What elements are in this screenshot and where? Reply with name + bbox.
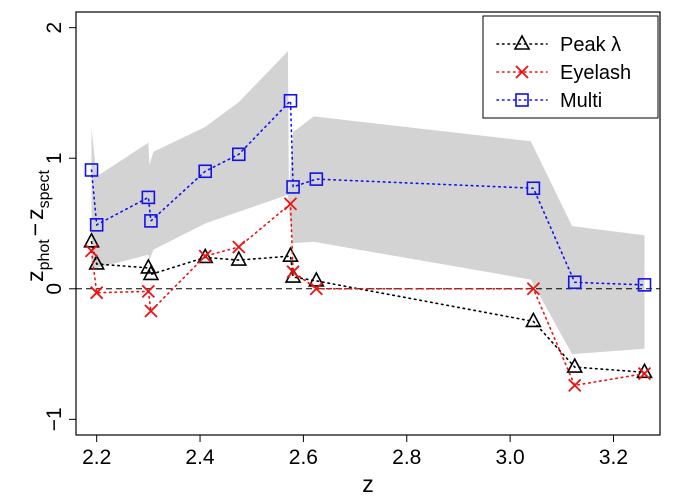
point-triangle xyxy=(230,250,248,266)
series-line-triangle xyxy=(90,241,646,374)
plot-frame xyxy=(75,11,661,436)
y-axis-title-minus: − xyxy=(22,223,48,236)
y-axis-title-sub2: spect xyxy=(36,170,53,209)
point-triangle xyxy=(307,271,325,287)
legend-marker-triangle xyxy=(513,34,531,50)
y-axis: −1 0 1 2 xyxy=(43,22,76,431)
point-triangle xyxy=(142,264,160,281)
point-cross xyxy=(141,284,155,299)
legend-item-triangle: Peak λ xyxy=(496,34,621,56)
x-tick-label: 2.8 xyxy=(392,446,421,469)
uncertainty-band-layer xyxy=(91,51,645,355)
point-cross xyxy=(144,304,158,318)
point-triangle xyxy=(636,362,653,379)
series-square xyxy=(84,93,652,292)
point-cross xyxy=(232,240,246,254)
x-tick-label: 2.2 xyxy=(82,446,111,469)
point-square xyxy=(84,163,99,177)
y-tick-label: 2 xyxy=(43,22,66,34)
x-axis: 2.2 2.4 2.6 2.8 3.0 3.2 xyxy=(82,435,628,469)
legend-marker-cross xyxy=(515,65,529,79)
point-square xyxy=(567,275,582,290)
point-cross xyxy=(526,282,541,296)
point-cross xyxy=(286,265,300,279)
point-square xyxy=(144,214,158,228)
series-layer xyxy=(83,93,653,393)
y-axis-title-sub1: phot xyxy=(36,239,53,271)
x-tick-label: 3.2 xyxy=(599,446,628,469)
point-square xyxy=(231,147,246,162)
legend-item-cross: Eyelash xyxy=(496,62,631,84)
point-square xyxy=(283,93,298,108)
legend-box xyxy=(482,15,659,119)
point-cross xyxy=(283,197,298,211)
legend-items: Peak λ Eyelash Multi xyxy=(496,34,631,112)
legend-label: Multi xyxy=(560,90,602,112)
point-square xyxy=(637,278,652,292)
y-tick-label: −1 xyxy=(43,407,66,431)
legend-item-square: Multi xyxy=(496,90,602,112)
series-cross xyxy=(84,197,652,393)
series-line-square xyxy=(90,98,646,286)
point-square xyxy=(141,190,156,205)
point-square xyxy=(286,180,300,194)
y-axis-title-main2: z xyxy=(22,208,48,220)
legend-label: Peak λ xyxy=(560,34,621,56)
point-triangle xyxy=(566,357,584,373)
point-cross xyxy=(90,286,104,300)
point-cross xyxy=(309,282,323,296)
y-axis-title-main: z xyxy=(22,270,48,282)
point-square xyxy=(89,218,104,232)
point-cross xyxy=(568,378,582,393)
point-cross xyxy=(198,249,212,263)
legend: Peak λ Eyelash Multi xyxy=(482,15,659,119)
point-square xyxy=(526,181,541,196)
point-square xyxy=(309,172,324,186)
x-axis-title: z xyxy=(362,471,374,497)
point-cross xyxy=(637,367,652,381)
x-tick-label: 3.0 xyxy=(496,446,525,469)
point-triangle xyxy=(83,232,100,248)
y-tick-label: 0 xyxy=(43,283,66,295)
point-cross xyxy=(84,244,99,258)
legend-marker-square xyxy=(515,93,529,107)
point-square xyxy=(198,164,213,179)
y-tick-label: 1 xyxy=(43,152,66,164)
legend-label: Eyelash xyxy=(560,62,631,84)
point-triangle xyxy=(525,311,542,328)
x-tick-label: 2.6 xyxy=(289,446,318,469)
series-line-cross xyxy=(90,202,646,387)
uncertainty-band xyxy=(91,51,645,355)
point-triangle xyxy=(196,247,214,264)
x-tick-label: 2.4 xyxy=(185,446,215,469)
y-axis-title: zphot−zspect xyxy=(22,170,53,282)
point-triangle xyxy=(282,246,299,262)
